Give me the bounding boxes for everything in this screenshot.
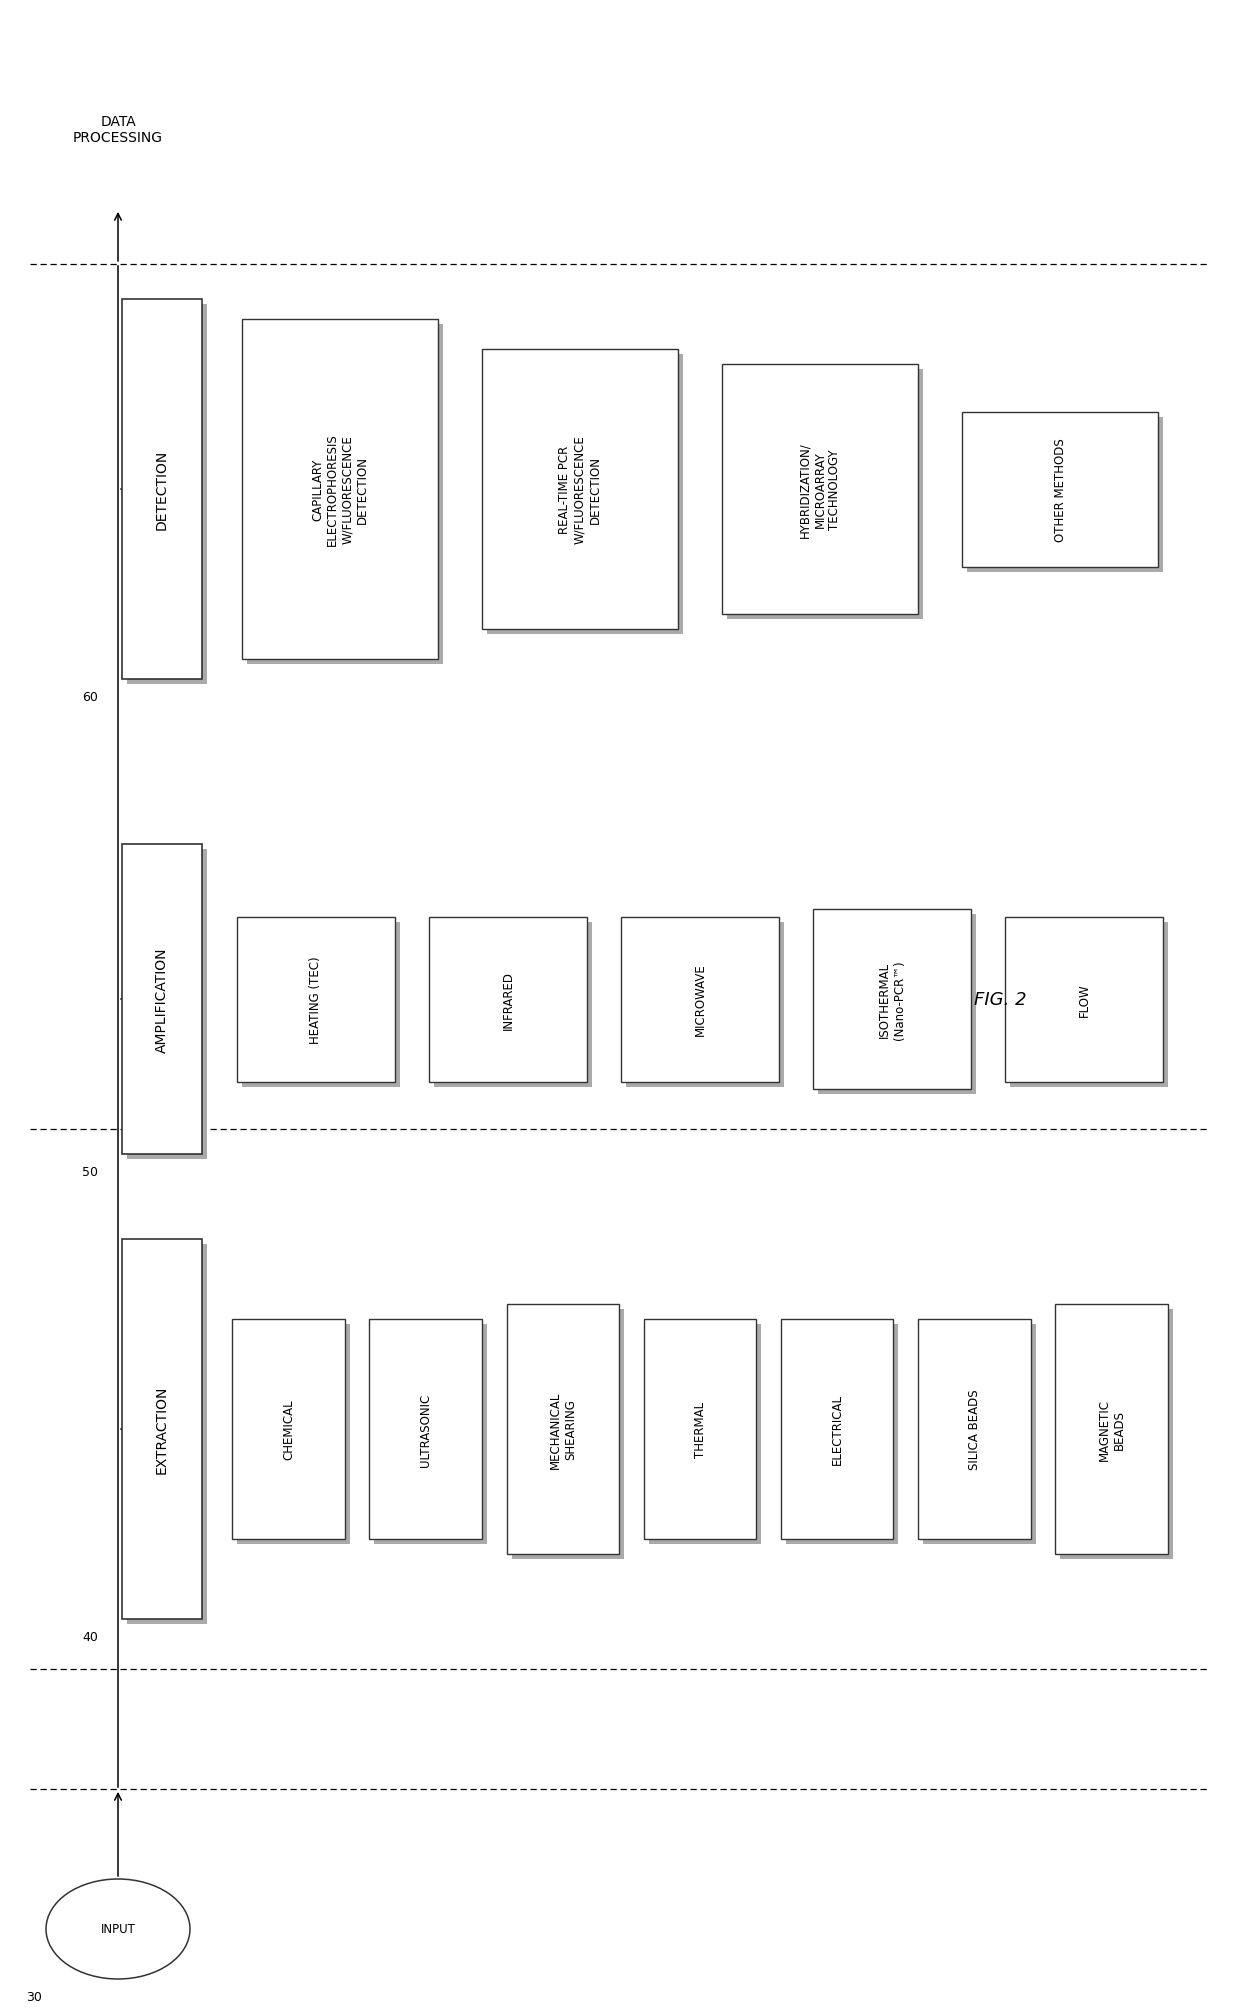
Text: DATA
PROCESSING: DATA PROCESSING <box>73 115 162 145</box>
FancyBboxPatch shape <box>122 1239 202 1619</box>
FancyBboxPatch shape <box>507 1305 619 1555</box>
FancyBboxPatch shape <box>434 922 591 1088</box>
FancyBboxPatch shape <box>1060 1309 1173 1559</box>
Text: ISOTHERMAL
(Nano-PCR™): ISOTHERMAL (Nano-PCR™) <box>878 961 906 1039</box>
Text: HEATING (TEC): HEATING (TEC) <box>310 957 322 1043</box>
FancyBboxPatch shape <box>429 916 587 1082</box>
Text: 50: 50 <box>82 1166 98 1178</box>
Text: CHEMICAL: CHEMICAL <box>281 1400 295 1460</box>
Text: FIG. 2: FIG. 2 <box>973 991 1027 1009</box>
FancyBboxPatch shape <box>1055 1305 1168 1555</box>
FancyBboxPatch shape <box>126 850 207 1160</box>
FancyBboxPatch shape <box>242 922 399 1088</box>
FancyBboxPatch shape <box>232 1319 345 1539</box>
FancyBboxPatch shape <box>967 417 1163 572</box>
Text: ULTRASONIC: ULTRASONIC <box>419 1394 433 1466</box>
FancyBboxPatch shape <box>786 1325 898 1545</box>
FancyBboxPatch shape <box>237 1325 350 1545</box>
FancyBboxPatch shape <box>126 1245 207 1623</box>
FancyBboxPatch shape <box>374 1325 487 1545</box>
FancyBboxPatch shape <box>621 916 779 1082</box>
Text: INPUT: INPUT <box>100 1923 135 1935</box>
Text: 40: 40 <box>82 1631 98 1643</box>
FancyBboxPatch shape <box>649 1325 761 1545</box>
FancyBboxPatch shape <box>1006 916 1163 1082</box>
FancyBboxPatch shape <box>247 324 444 665</box>
Text: 30: 30 <box>26 1990 42 2004</box>
FancyBboxPatch shape <box>370 1319 482 1539</box>
FancyBboxPatch shape <box>722 365 919 614</box>
Text: HYBRIDIZATION/
MICROARRAY
TECHNOLOGY: HYBRIDIZATION/ MICROARRAY TECHNOLOGY <box>799 441 842 538</box>
Text: ELECTRICAL: ELECTRICAL <box>831 1394 843 1464</box>
Text: DETECTION: DETECTION <box>155 449 169 530</box>
FancyBboxPatch shape <box>122 844 202 1154</box>
FancyBboxPatch shape <box>122 300 202 679</box>
FancyBboxPatch shape <box>242 320 439 661</box>
Text: CAPILLARY
ELECTROPHORESIS
W/FLUORESCENCE
DETECTION: CAPILLARY ELECTROPHORESIS W/FLUORESCENCE… <box>311 433 370 546</box>
Text: SILICA BEADS: SILICA BEADS <box>967 1390 981 1470</box>
FancyBboxPatch shape <box>918 1319 1030 1539</box>
FancyBboxPatch shape <box>961 413 1158 568</box>
Text: AMPLIFICATION: AMPLIFICATION <box>155 947 169 1051</box>
FancyBboxPatch shape <box>813 910 971 1090</box>
Text: MECHANICAL
SHEARING: MECHANICAL SHEARING <box>549 1390 577 1468</box>
Text: THERMAL: THERMAL <box>693 1402 707 1458</box>
FancyBboxPatch shape <box>781 1319 893 1539</box>
FancyBboxPatch shape <box>512 1309 624 1559</box>
Text: REAL-TIME PCR
W/FLUORESCENCE
DETECTION: REAL-TIME PCR W/FLUORESCENCE DETECTION <box>558 435 601 544</box>
FancyBboxPatch shape <box>727 371 924 620</box>
Text: INFRARED: INFRARED <box>501 971 515 1029</box>
Ellipse shape <box>46 1879 190 1980</box>
FancyBboxPatch shape <box>818 914 976 1094</box>
FancyBboxPatch shape <box>486 354 683 634</box>
FancyBboxPatch shape <box>644 1319 756 1539</box>
Text: OTHER METHODS: OTHER METHODS <box>1054 437 1066 542</box>
Text: EXTRACTION: EXTRACTION <box>155 1386 169 1474</box>
Text: MAGNETIC
BEADS: MAGNETIC BEADS <box>1097 1398 1126 1460</box>
FancyBboxPatch shape <box>481 350 678 630</box>
FancyBboxPatch shape <box>626 922 784 1088</box>
Text: FLOW: FLOW <box>1078 983 1090 1017</box>
Text: 60: 60 <box>82 691 98 705</box>
Text: MICROWAVE: MICROWAVE <box>693 963 707 1035</box>
FancyBboxPatch shape <box>237 916 394 1082</box>
FancyBboxPatch shape <box>923 1325 1035 1545</box>
FancyBboxPatch shape <box>1011 922 1168 1088</box>
FancyBboxPatch shape <box>126 304 207 685</box>
